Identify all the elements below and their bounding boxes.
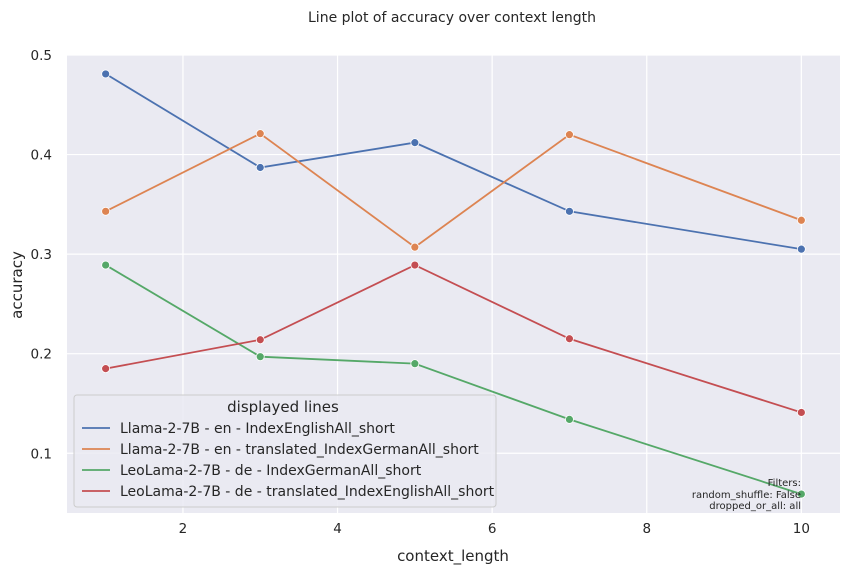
data-point: [410, 359, 420, 369]
filters-annotation: Filters: random_shuffle: False dropped_o…: [692, 478, 801, 512]
data-point: [101, 206, 111, 216]
y-tick-label: 0.1: [31, 446, 52, 462]
data-point: [565, 334, 574, 344]
x-tick-label: 10: [793, 521, 810, 537]
x-tick-label: 6: [488, 521, 497, 537]
filters-line-1: Filters:: [768, 478, 801, 489]
y-tick-label: 0.4: [31, 148, 52, 164]
x-tick-label: 8: [642, 521, 651, 537]
x-axis-label: context_length: [397, 547, 509, 566]
legend-entry: Llama-2-7B - en - translated_IndexGerman…: [120, 442, 479, 458]
data-point: [255, 335, 265, 345]
series-group: [101, 260, 806, 499]
data-point: [410, 138, 420, 148]
legend-entry: Llama-2-7B - en - IndexEnglishAll_short: [120, 421, 395, 437]
legend-box: [73, 394, 497, 508]
series-group: [101, 69, 806, 254]
data-point: [410, 242, 420, 252]
data-point: [796, 215, 806, 225]
legend-entry: LeoLama-2-7B - de - translated_IndexEngl…: [120, 484, 495, 500]
data-point: [565, 130, 574, 140]
data-point: [796, 244, 806, 254]
x-tick-label: 4: [333, 521, 342, 537]
data-point: [255, 163, 265, 172]
data-point: [565, 206, 574, 216]
data-point: [796, 408, 806, 417]
y-tick-label: 0.2: [31, 347, 52, 363]
data-point: [101, 260, 111, 270]
legend-title: displayed lines: [227, 398, 339, 416]
y-tick-label: 0.5: [31, 48, 52, 64]
legend-entry: LeoLama-2-7B - de - IndexGermanAll_short: [120, 463, 422, 479]
y-tick-label: 0.3: [31, 247, 52, 263]
data-point: [255, 129, 265, 139]
data-point: [796, 489, 806, 499]
filters-line-3: dropped_or_all: all: [709, 501, 801, 512]
series-group: [101, 260, 806, 417]
series-layer: [101, 69, 806, 499]
series-group: [101, 129, 806, 252]
legend: displayed lines Llama-2-7B - en - IndexE…: [73, 394, 497, 508]
data-point: [101, 364, 111, 374]
chart-title: Line plot of accuracy over context lengt…: [308, 10, 596, 26]
axis-ticks: 2 4 6 8 10 0.1 0.2 0.3 0.4 0.5: [31, 48, 810, 537]
y-axis-label: accuracy: [8, 251, 26, 319]
x-tick-label: 2: [179, 521, 188, 537]
data-point: [255, 352, 265, 362]
data-point: [565, 415, 574, 424]
data-point: [410, 260, 420, 270]
filters-line-2: random_shuffle: False: [692, 490, 801, 501]
data-point: [101, 69, 111, 79]
